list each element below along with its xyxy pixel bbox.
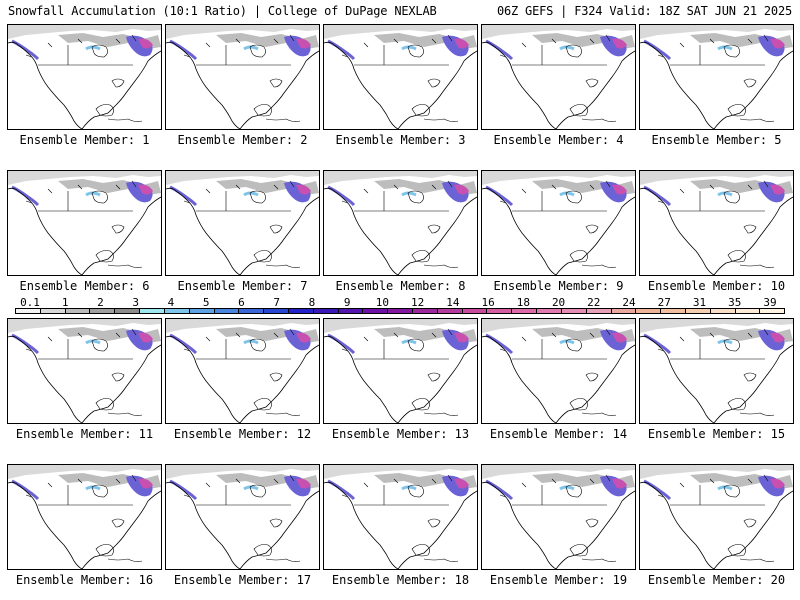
ensemble-member-label: Ensemble Member: 18 [331,573,470,587]
ensemble-member-map [323,170,478,276]
ensemble-member-map [481,24,636,130]
legend-color-swatch [214,309,240,313]
legend-tick-label: 8 [308,296,316,309]
legend-color-swatch [363,309,389,313]
ensemble-member-label: Ensemble Member: 12 [173,427,312,441]
legend-color-swatch [288,309,314,313]
legend-color-swatch [487,309,513,313]
legend-color-swatch [40,309,66,313]
legend-tick-label: 1 [61,296,69,309]
ensemble-member-map [481,318,636,424]
legend-tick-label: 22 [587,296,601,309]
legend-color-swatch [735,309,761,313]
ensemble-member-map [165,464,320,570]
ensemble-member-map [165,170,320,276]
ensemble-member-label: Ensemble Member: 20 [647,573,786,587]
legend-color-swatch [586,309,612,313]
snowfall-color-legend: 0.1 1 2 3 4 5 6 7 8 9 10 12 14 16 18 20 22 24 27 31 35 39 [15,297,785,315]
legend-tick-label: 2 [97,296,104,309]
ensemble-member-map [7,170,162,276]
legend-color-swatch [512,309,538,313]
legend-tick-label: 20 [551,296,566,309]
legend-color-swatch [313,309,339,313]
legend-color-swatch [189,309,215,313]
legend-color-swatch [388,309,413,313]
ensemble-member-map [639,318,794,424]
legend-tick-label: 27 [657,296,671,309]
ensemble-member-map [165,318,320,424]
legend-color-swatch [264,309,289,313]
legend-tick-label: 4 [167,296,175,309]
ensemble-member-label: Ensemble Member: 1 [19,133,150,147]
legend-color-swatch [636,309,662,313]
legend-color-swatch [413,309,438,313]
legend-tick-label: 9 [343,296,351,309]
ensemble-member-label: Ensemble Member: 15 [647,427,786,441]
legend-color-swatch [685,309,711,313]
ensemble-member-map [7,318,162,424]
ensemble-member-map [7,24,162,130]
ensemble-member-label: Ensemble Member: 13 [331,427,470,441]
legend-color-swatch [462,309,488,313]
legend-tick-label: 35 [728,296,742,309]
ensemble-member-label: Ensemble Member: 5 [651,133,782,147]
ensemble-member-label: Ensemble Member: 16 [15,573,154,587]
ensemble-member-label: Ensemble Member: 19 [489,573,628,587]
legend-tick-label: 0.1 [20,296,40,309]
ensemble-member-map [639,464,794,570]
legend-color-swatch [338,309,364,313]
ensemble-member-label: Ensemble Member: 2 [177,133,308,147]
ensemble-member-label: Ensemble Member: 6 [19,279,150,293]
ensemble-member-map [165,24,320,130]
legend-tick-label: 24 [622,296,636,309]
legend-color-swatch [561,309,587,313]
ensemble-member-label: Ensemble Member: 7 [177,279,308,293]
legend-color-swatch [611,309,637,313]
legend-tick-label: 31 [692,296,707,309]
ensemble-member-map [7,464,162,570]
legend-color-swatch [760,309,785,313]
map-title: Snowfall Accumulation (10:1 Ratio) | Col… [8,4,437,18]
legend-color-swatch [16,309,41,313]
ensemble-member-map [323,318,478,424]
run-valid-time: 06Z GEFS | F324 Valid: 18Z SAT JUN 21 20… [496,4,792,18]
legend-tick-label: 6 [238,296,245,309]
legend-tick-label: 12 [410,296,425,309]
legend-color-swatch [164,309,190,313]
legend-tick-label: 5 [202,296,210,309]
legend-color-swatch [90,309,116,313]
legend-color-swatch [65,309,91,313]
ensemble-member-label: Ensemble Member: 17 [173,573,312,587]
legend-color-swatch [537,309,562,313]
legend-tick-label: 7 [273,296,280,309]
ensemble-member-map [481,170,636,276]
legend-tick-label: 14 [446,296,460,309]
ensemble-member-label: Ensemble Member: 9 [493,279,624,293]
legend-tick-label: 3 [132,296,140,309]
ensemble-member-map [481,464,636,570]
legend-color-swatch [140,309,165,313]
legend-tick-label: 10 [375,296,389,309]
legend-tick-label: 16 [481,296,495,309]
legend-color-bar [15,308,785,314]
ensemble-member-map [323,464,478,570]
ensemble-member-label: Ensemble Member: 14 [489,427,628,441]
ensemble-member-label: Ensemble Member: 10 [647,279,786,293]
ensemble-member-label: Ensemble Member: 3 [335,133,466,147]
ensemble-member-label: Ensemble Member: 4 [493,133,624,147]
legend-color-swatch [661,309,686,313]
legend-color-swatch [115,309,141,313]
legend-tick-label: 18 [516,296,530,309]
ensemble-member-label: Ensemble Member: 11 [15,427,154,441]
legend-tick-label: 39 [763,296,777,309]
ensemble-member-map [639,170,794,276]
legend-color-swatch [437,309,463,313]
legend-color-swatch [239,309,265,313]
ensemble-member-label: Ensemble Member: 8 [335,279,466,293]
ensemble-member-map [639,24,794,130]
ensemble-member-map [323,24,478,130]
legend-color-swatch [710,309,736,313]
